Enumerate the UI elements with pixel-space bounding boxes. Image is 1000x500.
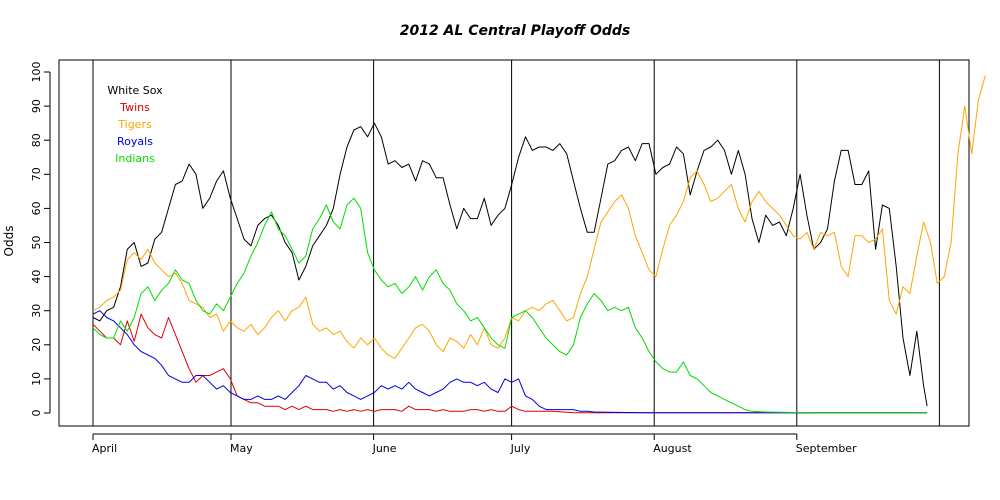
x-tick-label: July xyxy=(510,442,531,455)
legend-entry-royals: Royals xyxy=(117,135,153,148)
x-axis: April May June July August September xyxy=(92,433,857,455)
month-divider-lines xyxy=(92,60,940,426)
y-tick-label: 90 xyxy=(30,99,43,113)
y-tick-label: 20 xyxy=(30,338,43,352)
x-tick-label: June xyxy=(372,442,397,455)
x-tick-label: August xyxy=(653,442,692,455)
legend-entry-white-sox: White Sox xyxy=(107,84,163,97)
x-tick-label: September xyxy=(796,442,857,455)
y-axis-label: Odds xyxy=(2,226,16,257)
y-tick-label: 0 xyxy=(30,410,43,417)
y-tick-label: 60 xyxy=(30,201,43,215)
chart-title: 2012 AL Central Playoff Odds xyxy=(400,23,631,39)
series-line-white-sox xyxy=(92,122,928,407)
x-tick-label: April xyxy=(92,442,117,455)
y-tick-label: 100 xyxy=(30,62,43,83)
y-tick-label: 70 xyxy=(30,167,43,181)
y-axis: 0 10 20 30 40 50 60 70 80 90 100 xyxy=(30,62,51,417)
y-tick-label: 50 xyxy=(30,236,43,250)
y-tick-label: 40 xyxy=(30,270,43,284)
legend-entry-twins: Twins xyxy=(119,101,150,114)
series-lines xyxy=(92,75,986,414)
legend-entry-tigers: Tigers xyxy=(117,118,152,131)
plot-border xyxy=(58,59,970,427)
y-tick-label: 10 xyxy=(30,372,43,386)
y-tick-label: 30 xyxy=(30,304,43,318)
legend-entry-indians: Indians xyxy=(115,152,155,165)
y-tick-label: 80 xyxy=(30,133,43,147)
series-line-indians xyxy=(92,197,928,414)
legend: White Sox Twins Tigers Royals Indians xyxy=(107,84,163,165)
x-tick-label: May xyxy=(230,442,253,455)
series-line-twins xyxy=(92,313,928,414)
series-line-royals xyxy=(92,310,928,414)
series-line-tigers xyxy=(92,75,986,359)
